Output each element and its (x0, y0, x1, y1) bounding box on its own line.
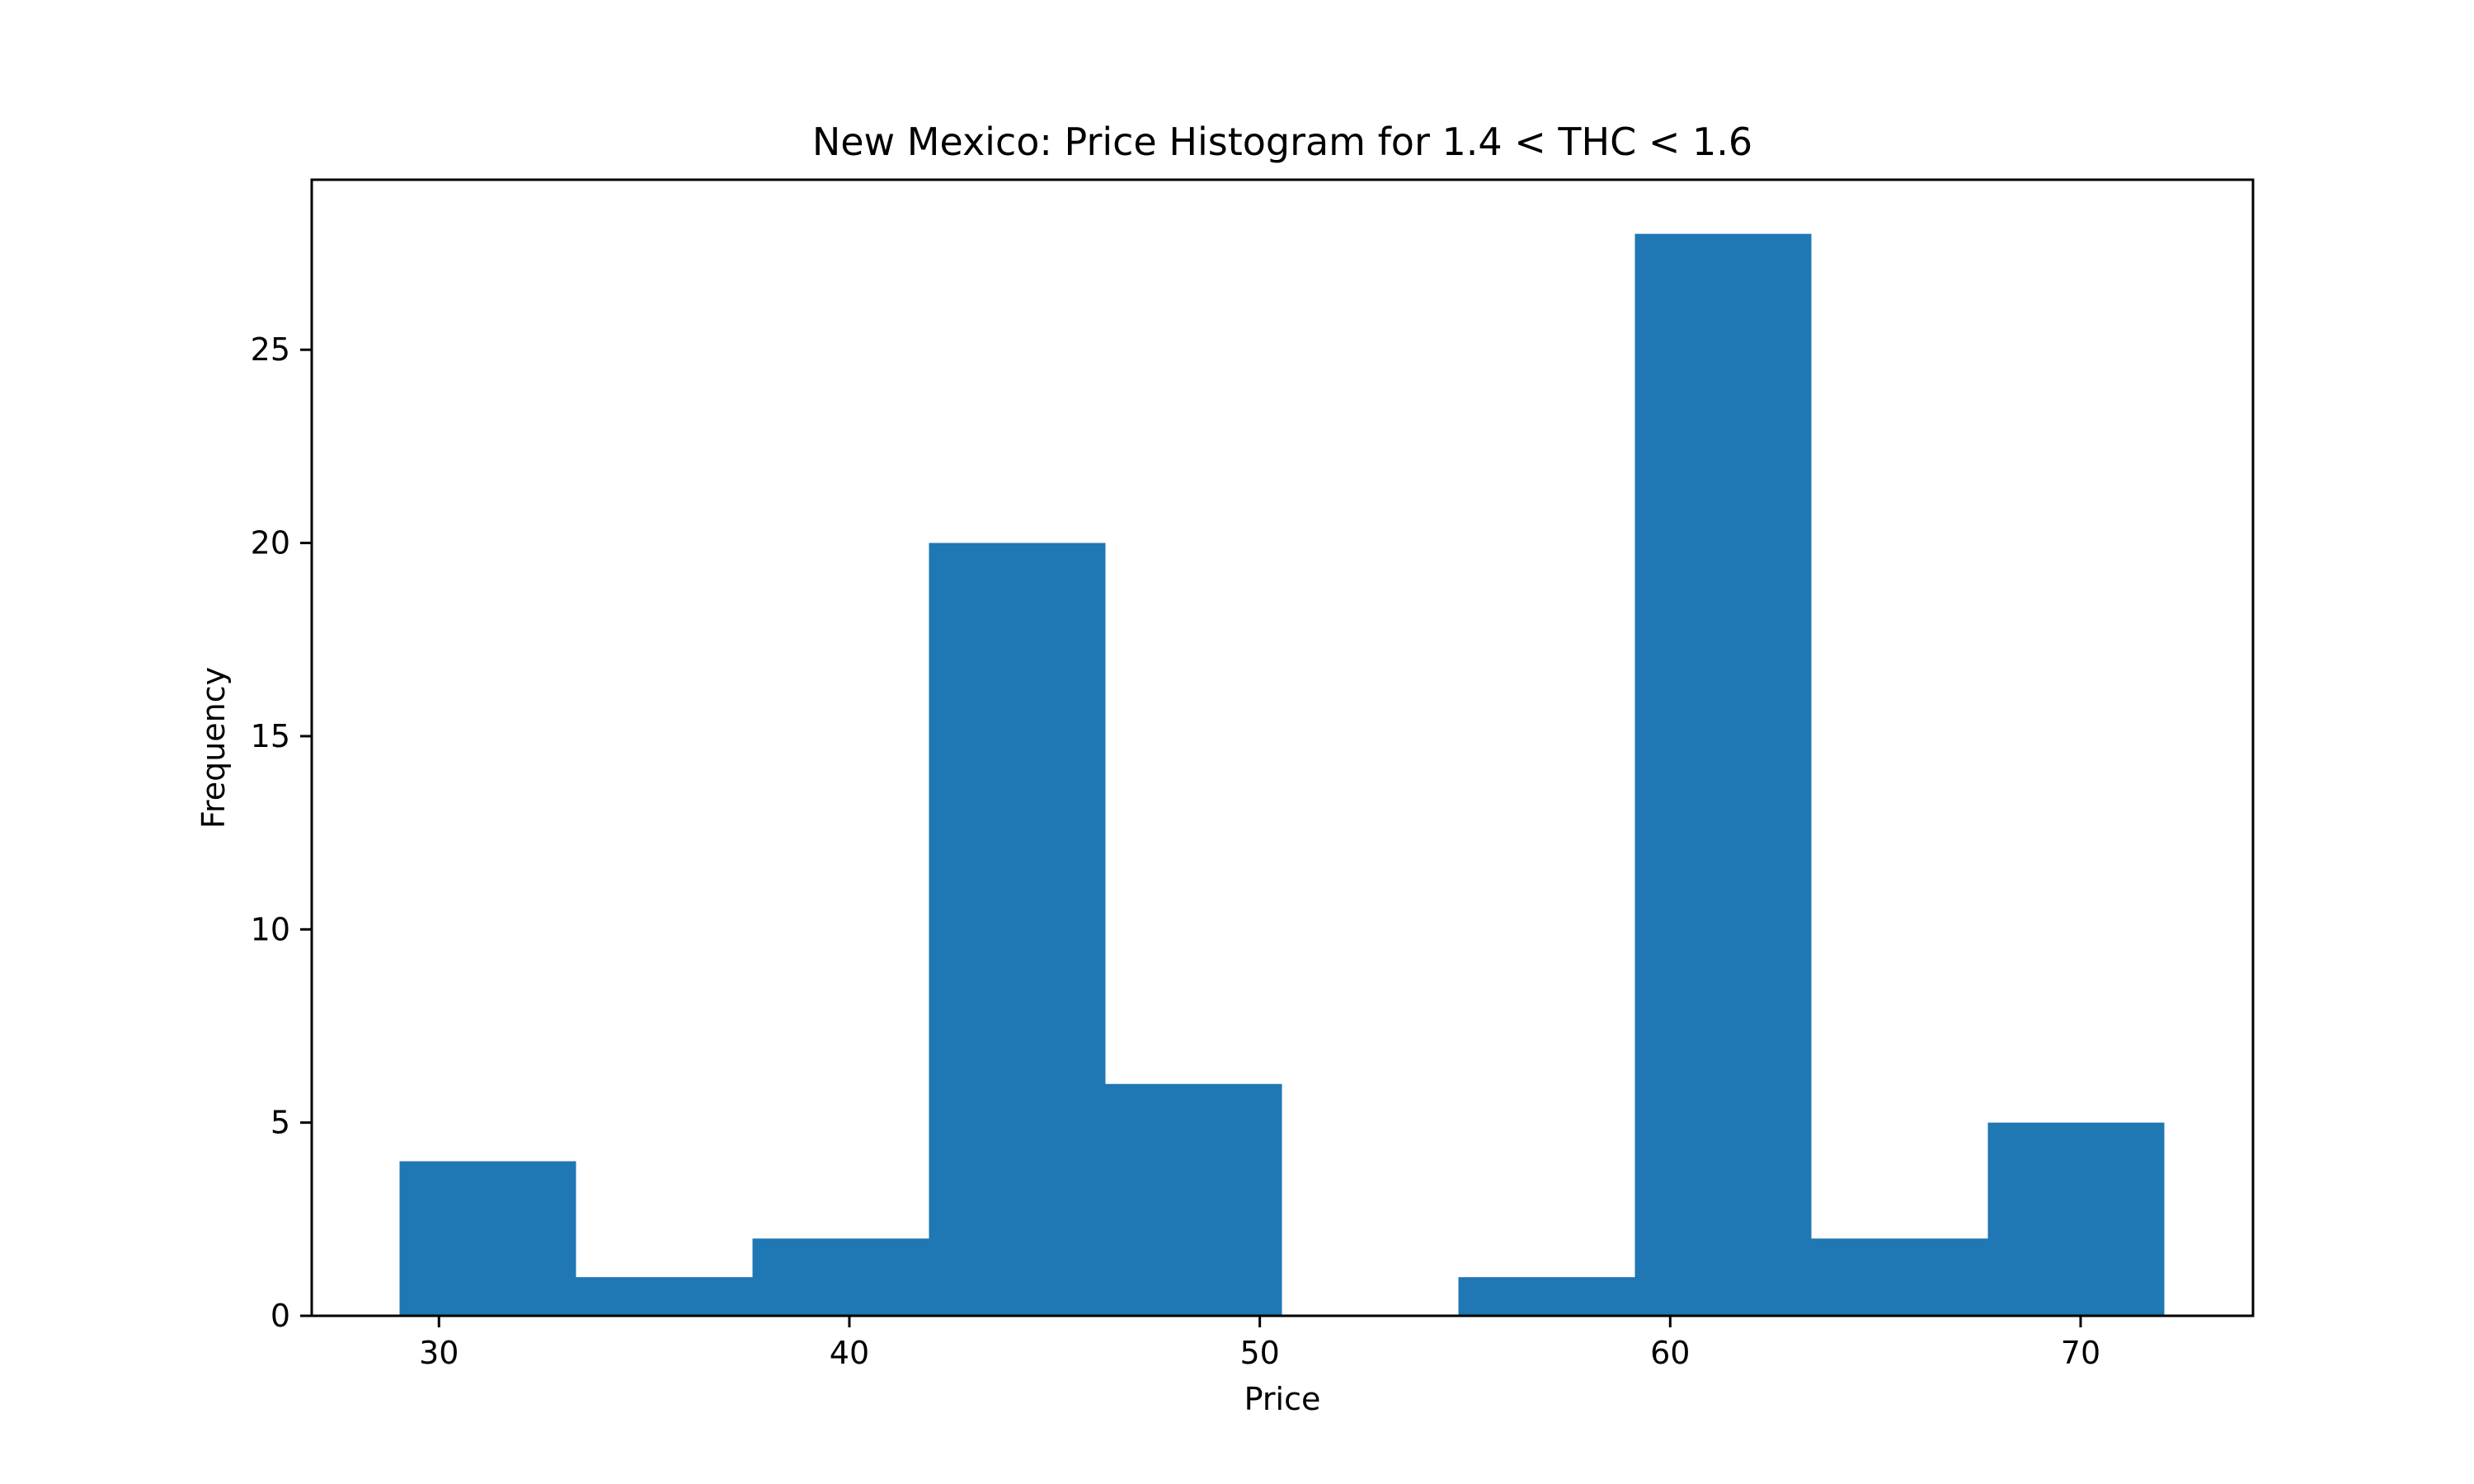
x-tick-label-30: 30 (419, 1335, 459, 1371)
bars-group (399, 233, 2165, 1317)
x-tick-label-70: 70 (2061, 1335, 2100, 1371)
x-tick-label-60: 60 (1650, 1335, 1690, 1371)
histogram-bar-1 (576, 1277, 753, 1316)
y-tick-label-10: 10 (251, 911, 290, 947)
y-tick-label-25: 25 (251, 331, 290, 368)
x-axis-ticks: 30 40 50 60 70 (419, 1316, 2100, 1371)
y-tick-label-15: 15 (251, 718, 290, 754)
y-tick-label-5: 5 (270, 1105, 290, 1141)
histogram-bar-0 (399, 1161, 576, 1316)
x-tick-label-50: 50 (1239, 1335, 1279, 1371)
y-axis-label: Frequency (195, 667, 232, 829)
histogram-bar-9 (1987, 1122, 2165, 1316)
histogram-bar-7 (1634, 233, 1812, 1317)
y-tick-label-20: 20 (251, 525, 290, 561)
y-axis-ticks: 0 5 10 15 20 25 (251, 331, 312, 1334)
chart-title: New Mexico: Price Histogram for 1.4 < TH… (812, 120, 1752, 164)
histogram-bar-8 (1811, 1238, 1988, 1316)
x-axis-label: Price (1244, 1381, 1321, 1417)
histogram-bar-2 (752, 1238, 929, 1316)
histogram-bar-3 (929, 542, 1106, 1316)
y-tick-label-0: 0 (270, 1298, 290, 1334)
histogram-bar-4 (1105, 1083, 1282, 1316)
histogram-bar-6 (1458, 1277, 1635, 1316)
plot-area-frame (310, 178, 2255, 1317)
x-tick-label-40: 40 (830, 1335, 869, 1371)
